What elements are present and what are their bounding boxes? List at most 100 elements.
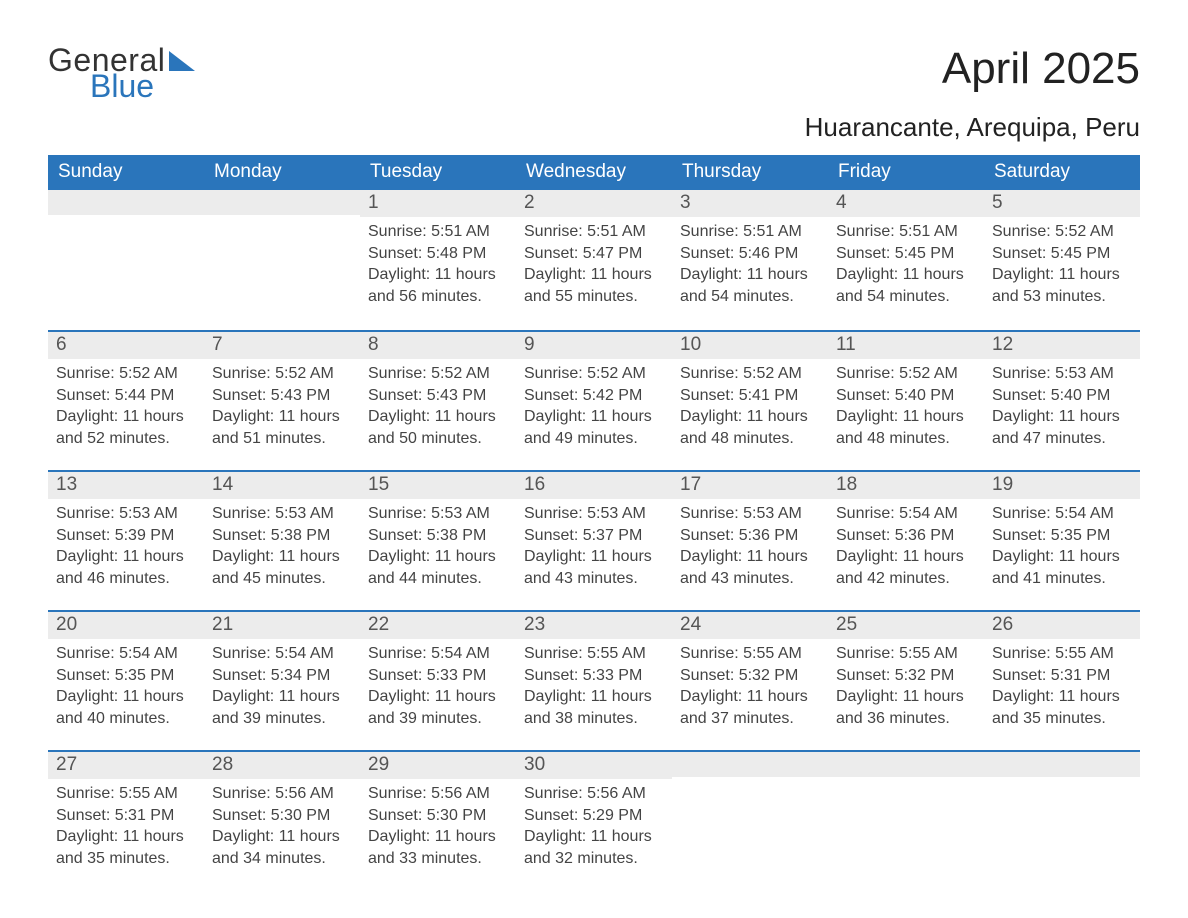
day-daylight2: and 35 minutes. bbox=[56, 848, 196, 870]
day-daylight1: Daylight: 11 hours bbox=[56, 826, 196, 848]
day-daylight1: Daylight: 11 hours bbox=[56, 406, 196, 428]
day-sunset: Sunset: 5:36 PM bbox=[836, 525, 976, 547]
day-cell: 2Sunrise: 5:51 AMSunset: 5:47 PMDaylight… bbox=[516, 190, 672, 330]
day-cell: 13Sunrise: 5:53 AMSunset: 5:39 PMDayligh… bbox=[48, 472, 204, 610]
day-sunrise: Sunrise: 5:53 AM bbox=[992, 363, 1132, 385]
day-daylight2: and 42 minutes. bbox=[836, 568, 976, 590]
day-body: Sunrise: 5:55 AMSunset: 5:32 PMDaylight:… bbox=[828, 639, 984, 749]
day-body: Sunrise: 5:54 AMSunset: 5:34 PMDaylight:… bbox=[204, 639, 360, 749]
day-cell: 20Sunrise: 5:54 AMSunset: 5:35 PMDayligh… bbox=[48, 612, 204, 750]
day-number: 16 bbox=[516, 472, 672, 499]
day-sunset: Sunset: 5:47 PM bbox=[524, 243, 664, 265]
day-body: Sunrise: 5:55 AMSunset: 5:33 PMDaylight:… bbox=[516, 639, 672, 749]
day-daylight1: Daylight: 11 hours bbox=[524, 826, 664, 848]
day-daylight2: and 43 minutes. bbox=[524, 568, 664, 590]
day-daylight1: Daylight: 11 hours bbox=[524, 546, 664, 568]
dow-saturday: Saturday bbox=[984, 155, 1140, 190]
day-body: Sunrise: 5:52 AMSunset: 5:44 PMDaylight:… bbox=[48, 359, 204, 469]
day-sunrise: Sunrise: 5:52 AM bbox=[56, 363, 196, 385]
day-cell: 4Sunrise: 5:51 AMSunset: 5:45 PMDaylight… bbox=[828, 190, 984, 330]
day-cell bbox=[204, 190, 360, 330]
day-number: 11 bbox=[828, 332, 984, 359]
day-body: Sunrise: 5:54 AMSunset: 5:35 PMDaylight:… bbox=[984, 499, 1140, 609]
day-cell: 28Sunrise: 5:56 AMSunset: 5:30 PMDayligh… bbox=[204, 752, 360, 890]
day-daylight1: Daylight: 11 hours bbox=[836, 686, 976, 708]
day-daylight2: and 33 minutes. bbox=[368, 848, 508, 870]
day-sunrise: Sunrise: 5:53 AM bbox=[368, 503, 508, 525]
day-sunset: Sunset: 5:36 PM bbox=[680, 525, 820, 547]
day-number: 27 bbox=[48, 752, 204, 779]
calendar: Sunday Monday Tuesday Wednesday Thursday… bbox=[48, 155, 1140, 890]
day-daylight1: Daylight: 11 hours bbox=[680, 546, 820, 568]
week-row: 6Sunrise: 5:52 AMSunset: 5:44 PMDaylight… bbox=[48, 330, 1140, 470]
day-sunset: Sunset: 5:40 PM bbox=[992, 385, 1132, 407]
day-sunset: Sunset: 5:33 PM bbox=[368, 665, 508, 687]
day-sunset: Sunset: 5:48 PM bbox=[368, 243, 508, 265]
day-cell: 9Sunrise: 5:52 AMSunset: 5:42 PMDaylight… bbox=[516, 332, 672, 470]
day-daylight1: Daylight: 11 hours bbox=[992, 686, 1132, 708]
day-cell: 27Sunrise: 5:55 AMSunset: 5:31 PMDayligh… bbox=[48, 752, 204, 890]
day-sunset: Sunset: 5:32 PM bbox=[836, 665, 976, 687]
day-sunrise: Sunrise: 5:56 AM bbox=[212, 783, 352, 805]
day-number: 2 bbox=[516, 190, 672, 217]
day-daylight1: Daylight: 11 hours bbox=[212, 546, 352, 568]
day-daylight2: and 51 minutes. bbox=[212, 428, 352, 450]
day-of-week-header: Sunday Monday Tuesday Wednesday Thursday… bbox=[48, 155, 1140, 190]
day-sunset: Sunset: 5:37 PM bbox=[524, 525, 664, 547]
day-cell: 8Sunrise: 5:52 AMSunset: 5:43 PMDaylight… bbox=[360, 332, 516, 470]
day-cell: 29Sunrise: 5:56 AMSunset: 5:30 PMDayligh… bbox=[360, 752, 516, 890]
day-cell: 3Sunrise: 5:51 AMSunset: 5:46 PMDaylight… bbox=[672, 190, 828, 330]
day-number: 24 bbox=[672, 612, 828, 639]
day-number: 17 bbox=[672, 472, 828, 499]
day-sunrise: Sunrise: 5:51 AM bbox=[524, 221, 664, 243]
day-daylight2: and 55 minutes. bbox=[524, 286, 664, 308]
day-sunset: Sunset: 5:35 PM bbox=[992, 525, 1132, 547]
day-cell: 10Sunrise: 5:52 AMSunset: 5:41 PMDayligh… bbox=[672, 332, 828, 470]
day-sunset: Sunset: 5:34 PM bbox=[212, 665, 352, 687]
day-sunset: Sunset: 5:31 PM bbox=[992, 665, 1132, 687]
day-number: 18 bbox=[828, 472, 984, 499]
dow-wednesday: Wednesday bbox=[516, 155, 672, 190]
day-body: Sunrise: 5:54 AMSunset: 5:36 PMDaylight:… bbox=[828, 499, 984, 609]
day-daylight2: and 53 minutes. bbox=[992, 286, 1132, 308]
day-daylight2: and 48 minutes. bbox=[680, 428, 820, 450]
day-daylight1: Daylight: 11 hours bbox=[368, 826, 508, 848]
day-number: 21 bbox=[204, 612, 360, 639]
day-daylight2: and 54 minutes. bbox=[680, 286, 820, 308]
day-cell: 25Sunrise: 5:55 AMSunset: 5:32 PMDayligh… bbox=[828, 612, 984, 750]
day-sunset: Sunset: 5:38 PM bbox=[368, 525, 508, 547]
day-sunset: Sunset: 5:42 PM bbox=[524, 385, 664, 407]
week-row: 1Sunrise: 5:51 AMSunset: 5:48 PMDaylight… bbox=[48, 190, 1140, 330]
day-body: Sunrise: 5:53 AMSunset: 5:36 PMDaylight:… bbox=[672, 499, 828, 609]
day-sunset: Sunset: 5:32 PM bbox=[680, 665, 820, 687]
day-daylight1: Daylight: 11 hours bbox=[992, 264, 1132, 286]
day-daylight1: Daylight: 11 hours bbox=[992, 546, 1132, 568]
day-cell: 24Sunrise: 5:55 AMSunset: 5:32 PMDayligh… bbox=[672, 612, 828, 750]
dow-monday: Monday bbox=[204, 155, 360, 190]
day-body: Sunrise: 5:52 AMSunset: 5:43 PMDaylight:… bbox=[204, 359, 360, 469]
day-daylight1: Daylight: 11 hours bbox=[212, 406, 352, 428]
day-number: 10 bbox=[672, 332, 828, 359]
day-daylight2: and 47 minutes. bbox=[992, 428, 1132, 450]
day-daylight2: and 54 minutes. bbox=[836, 286, 976, 308]
day-daylight2: and 41 minutes. bbox=[992, 568, 1132, 590]
day-body: Sunrise: 5:52 AMSunset: 5:41 PMDaylight:… bbox=[672, 359, 828, 469]
weeks-container: 1Sunrise: 5:51 AMSunset: 5:48 PMDaylight… bbox=[48, 190, 1140, 890]
day-cell bbox=[672, 752, 828, 890]
day-body: Sunrise: 5:56 AMSunset: 5:30 PMDaylight:… bbox=[360, 779, 516, 889]
day-sunset: Sunset: 5:35 PM bbox=[56, 665, 196, 687]
day-cell: 14Sunrise: 5:53 AMSunset: 5:38 PMDayligh… bbox=[204, 472, 360, 610]
day-body: Sunrise: 5:55 AMSunset: 5:31 PMDaylight:… bbox=[984, 639, 1140, 749]
day-cell: 5Sunrise: 5:52 AMSunset: 5:45 PMDaylight… bbox=[984, 190, 1140, 330]
day-sunrise: Sunrise: 5:53 AM bbox=[56, 503, 196, 525]
day-number bbox=[48, 190, 204, 215]
day-sunrise: Sunrise: 5:51 AM bbox=[680, 221, 820, 243]
day-body: Sunrise: 5:53 AMSunset: 5:39 PMDaylight:… bbox=[48, 499, 204, 609]
day-sunset: Sunset: 5:45 PM bbox=[836, 243, 976, 265]
day-sunset: Sunset: 5:43 PM bbox=[368, 385, 508, 407]
day-body bbox=[984, 777, 1140, 801]
day-cell: 15Sunrise: 5:53 AMSunset: 5:38 PMDayligh… bbox=[360, 472, 516, 610]
day-daylight2: and 52 minutes. bbox=[56, 428, 196, 450]
day-body bbox=[828, 777, 984, 801]
day-daylight2: and 48 minutes. bbox=[836, 428, 976, 450]
